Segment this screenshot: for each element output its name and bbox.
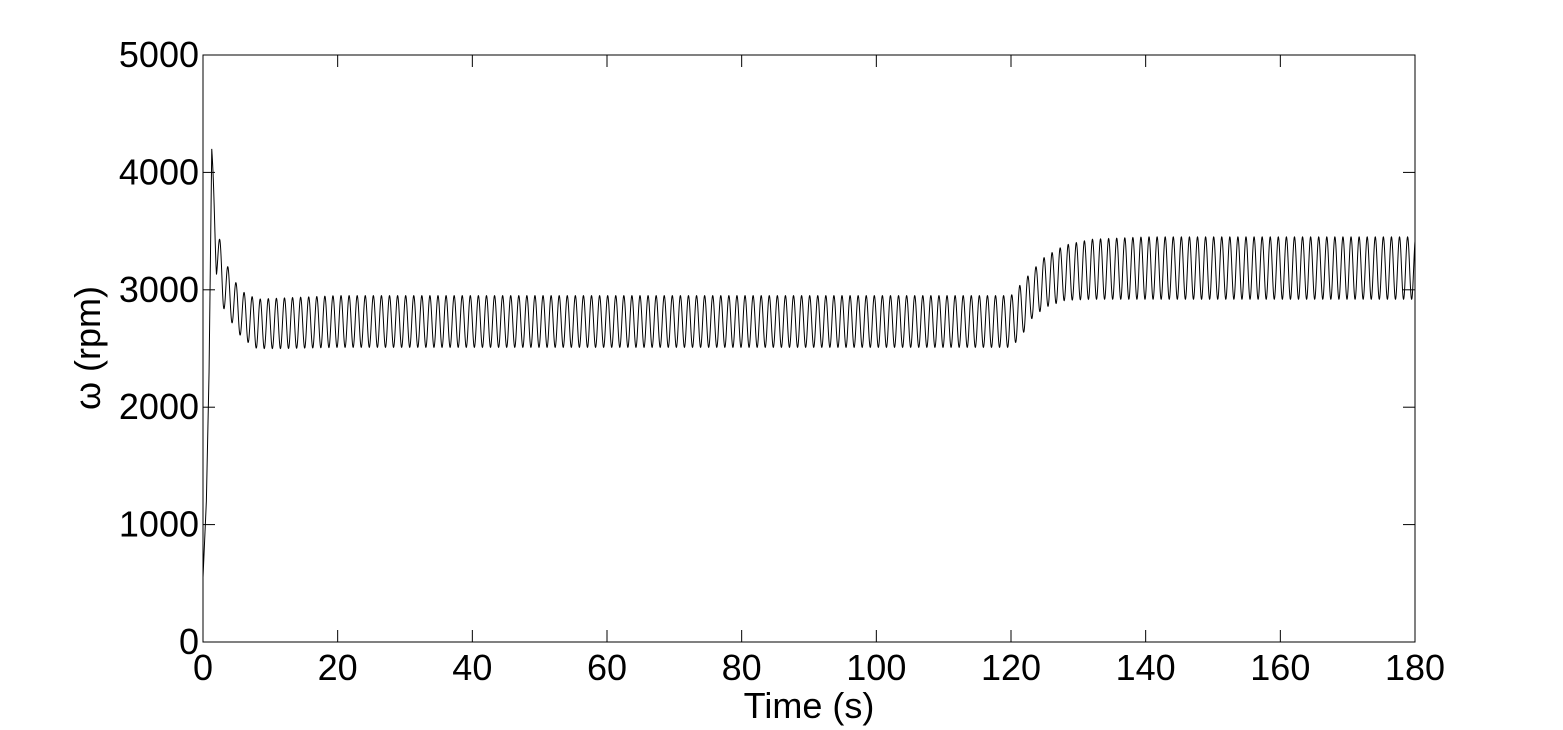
y-tick-label: 3000 xyxy=(119,269,199,310)
y-tick-label: 0 xyxy=(179,621,199,662)
y-tick-label: 1000 xyxy=(119,504,199,545)
x-tick-label: 80 xyxy=(722,647,762,688)
x-tick-label: 60 xyxy=(587,647,627,688)
x-tick-label: 0 xyxy=(193,647,213,688)
y-tick-label: 5000 xyxy=(119,34,199,75)
y-tick-label: 2000 xyxy=(119,386,199,427)
x-tick-label: 180 xyxy=(1385,647,1445,688)
series-line-0 xyxy=(202,148,1416,578)
plot-frame xyxy=(202,54,1416,643)
x-tick-label: 40 xyxy=(452,647,492,688)
plot-area-background xyxy=(203,55,1415,642)
x-tick-label: 120 xyxy=(981,647,1041,688)
x-axis-title: Time (s) xyxy=(744,685,875,726)
x-tick-label: 140 xyxy=(1116,647,1176,688)
x-tick-label: 160 xyxy=(1250,647,1310,688)
x-tick-label: 100 xyxy=(846,647,906,688)
y-axis-title: ω (rpm) xyxy=(67,286,108,410)
x-tick-label: 20 xyxy=(318,647,358,688)
y-tick-label: 4000 xyxy=(119,151,199,192)
